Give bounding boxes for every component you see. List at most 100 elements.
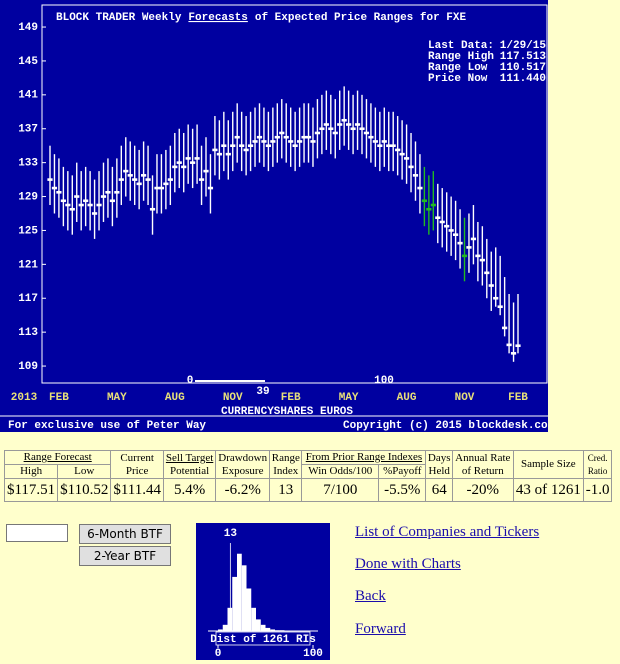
header: High [3, 464, 59, 479]
header-cell: Range Forecast [3, 450, 112, 465]
info-label: Range Low [428, 62, 488, 74]
x-tick-label: FEB [508, 392, 528, 404]
y-tick-label: 125 [18, 225, 38, 237]
info-label: Price Now [428, 73, 488, 85]
footer-right: Copyright (c) 2015 blockdesk.com [343, 420, 548, 432]
y-tick-label: 113 [18, 327, 38, 339]
button[interactable]: 6-Month BTF [79, 524, 171, 544]
header: Win Odds/100 [301, 464, 380, 479]
x-tick-label: FEB [281, 392, 301, 404]
link[interactable]: Back [355, 588, 386, 604]
stats-table: Range Forecast Current Price Sell Target P… [3, 450, 612, 502]
info-label: Last Data: [428, 40, 494, 52]
button[interactable]: 2-Year BTF [79, 546, 171, 566]
info-value: 110.517 [500, 62, 546, 74]
histogram-bar [227, 607, 233, 631]
value-cell: -20% [452, 478, 514, 502]
link[interactable]: List of Companies and Tickers [355, 524, 540, 540]
value-cell: -6.2% [215, 478, 271, 502]
histogram-bar [232, 576, 237, 631]
chart-title: BLOCK TRADER Weekly Forecasts of Expected … [56, 12, 466, 24]
chart-background [0, 0, 548, 432]
histogram-bar [251, 607, 256, 631]
value-cell: $111.44 [110, 478, 164, 502]
histogram-bar [222, 624, 228, 631]
x-tick-label: 0 [215, 648, 222, 660]
header: Ratio [587, 465, 608, 476]
info-value: 1/29/15 [500, 40, 547, 52]
header: Drawdown [218, 451, 268, 464]
header: Days [427, 451, 451, 464]
header: Index [273, 464, 299, 477]
symbol-input[interactable] [6, 524, 68, 542]
header: Held [428, 464, 450, 477]
title-link: Forecasts [188, 12, 247, 24]
info-label: Range High [428, 51, 494, 63]
header: Cred. [587, 452, 608, 463]
forecast-chart: BLOCK TRADER Weekly Forecasts of Expected … [0, 0, 548, 432]
x-tick-label: NOV [223, 392, 243, 404]
y-tick-label: 117 [18, 293, 38, 305]
info-value: 117.513 [500, 51, 547, 63]
title-start: BLOCK TRADER Weekly [56, 12, 182, 24]
y-tick-label: 137 [18, 124, 38, 136]
header-cell: Sample Size [512, 450, 585, 479]
histogram-bar [260, 624, 266, 631]
value-cell: 64 [425, 478, 454, 502]
value-cell: -1.0 [583, 478, 612, 502]
scroll-value: 39 [256, 386, 269, 398]
header-cell: Cred. Ratio [583, 450, 612, 479]
x-axis-label: CURRENCYSHARES EUROS [221, 406, 353, 418]
link[interactable]: Done with Charts [355, 556, 461, 572]
histogram-bar [218, 629, 223, 631]
header-cell: Current Price [110, 450, 164, 479]
value-cell: 5.4% [162, 478, 217, 502]
histogram-bar [237, 553, 242, 631]
info-value: 111.440 [500, 73, 546, 85]
x-tick-label: FEB [49, 392, 69, 404]
header: Current [120, 451, 154, 464]
year-label: 2013 [11, 392, 38, 404]
value-cell: $110.52 [57, 478, 112, 502]
scroll-min: 0 [187, 375, 194, 387]
footer-left: For exclusive use of Peter Way [8, 420, 206, 432]
y-tick-label: 121 [18, 259, 38, 271]
header: Sample Size [521, 458, 576, 470]
histogram-bar [246, 588, 252, 631]
value-cell: $117.51 [3, 478, 59, 502]
title-end: of Expected Price Ranges for FXE [255, 12, 467, 24]
histogram-bar [241, 565, 247, 631]
y-tick-label: 145 [18, 56, 38, 68]
header-cell: Drawdown Exposure [215, 450, 271, 479]
x-tick-label: AUG [165, 392, 185, 404]
y-tick-label: 149 [18, 22, 38, 34]
x-tick-label: 100 [303, 648, 323, 660]
histogram: 13 Dist of 1261 RIs 0 100 [196, 523, 330, 660]
header-cell: Days Held [425, 450, 454, 479]
y-tick-label: 141 [18, 90, 38, 102]
header: From Prior Range Indexes [305, 451, 423, 463]
y-tick-label: 133 [18, 158, 38, 170]
link[interactable]: Forward [355, 621, 406, 637]
histogram-bar [265, 627, 271, 631]
scroll-max: 100 [374, 375, 394, 387]
header: %Payoff [378, 464, 427, 479]
value-cell: 7/100 [301, 478, 380, 502]
value-row: $117.51 $110.52 $111.44 5.4% -6.2% 13 7/100 -5.… [3, 478, 612, 502]
histogram-title: Dist of 1261 RIs [210, 634, 316, 646]
header-cell: From Prior Range Indexes [301, 450, 427, 465]
marker-label: 13 [224, 528, 238, 540]
title-box [215, 631, 311, 646]
header: Annual Rate [455, 451, 511, 464]
plot-frame [41, 4, 548, 384]
y-tick-label: 109 [18, 361, 38, 373]
x-tick-label: AUG [397, 392, 417, 404]
histogram-bar [270, 629, 275, 631]
header: Price [125, 464, 149, 477]
y-tick-label: 129 [18, 191, 38, 203]
header: Range [271, 451, 300, 464]
header: Exposure [221, 464, 264, 477]
x-tick-label: MAY [107, 392, 127, 404]
header: Low [57, 464, 112, 479]
